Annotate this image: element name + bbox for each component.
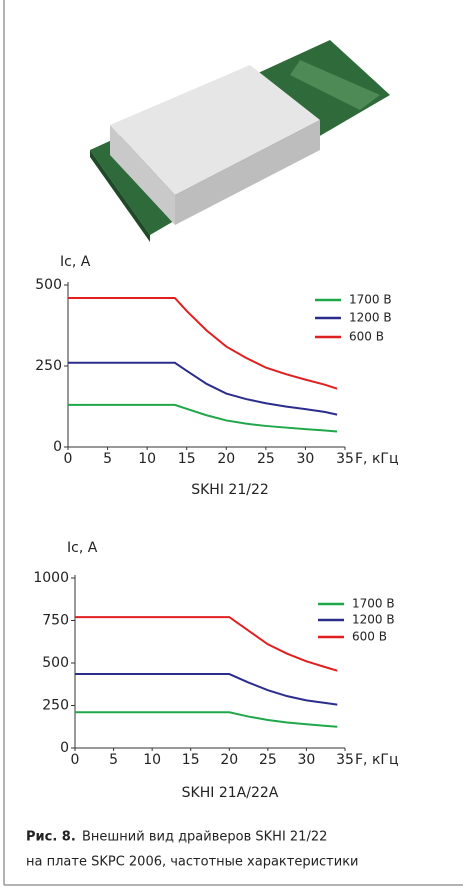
chart-title: SKHI 21A/22A [182,785,279,801]
x-tick-label: 25 [259,752,277,768]
legend-label: 1700 В [352,597,395,611]
page: Рис. 8. Внешний вид драйверов SKHI 21/22… [0,0,463,891]
caption-line: Внешний вид драйверов SKHI 21/22 [82,830,327,845]
y-axis-label: Ic, A [60,254,91,270]
legend-label: 1200 В [352,613,395,627]
x-tick-label: 15 [178,451,196,467]
x-tick-label: 5 [103,451,112,467]
legend-label: 600 В [352,630,387,644]
legend-label: 1700 В [349,293,392,307]
x-tick-label: 0 [64,451,73,467]
y-axis-label: Ic, A [67,540,98,556]
x-axis-label: F, кГц [355,752,398,768]
series-line [68,298,337,389]
x-tick-label: 5 [109,752,118,768]
legend-label: 600 В [349,330,384,344]
x-axis-label: F, кГц [355,451,398,467]
x-tick-label: 0 [71,752,80,768]
x-tick-label: 25 [257,451,275,467]
x-tick-label: 30 [298,752,316,768]
x-tick-label: 35 [336,451,354,467]
x-tick-label: 15 [182,752,200,768]
series-line [75,712,337,726]
caption-label: Рис. 8. [26,830,76,845]
y-tick-label: 750 [42,613,69,629]
y-tick-label: 1000 [33,570,69,586]
x-tick-label: 35 [336,752,354,768]
legend-label: 1200 В [349,311,392,325]
product-photo [90,40,390,242]
caption-line: на плате SKPC 2006, частотные характерис… [26,855,359,870]
x-tick-label: 20 [217,451,235,467]
y-tick-label: 250 [42,698,69,714]
y-tick-label: 500 [35,277,62,293]
y-tick-label: 250 [35,358,62,374]
x-tick-label: 10 [143,752,161,768]
series-line [75,674,337,705]
x-tick-label: 20 [220,752,238,768]
y-tick-label: 0 [53,439,62,455]
x-tick-label: 10 [138,451,156,467]
chart-title: SKHI 21/22 [191,482,269,498]
series-line [68,363,337,415]
y-tick-label: 0 [60,740,69,756]
series-line [75,617,337,671]
x-tick-label: 30 [297,451,315,467]
y-tick-label: 500 [42,655,69,671]
